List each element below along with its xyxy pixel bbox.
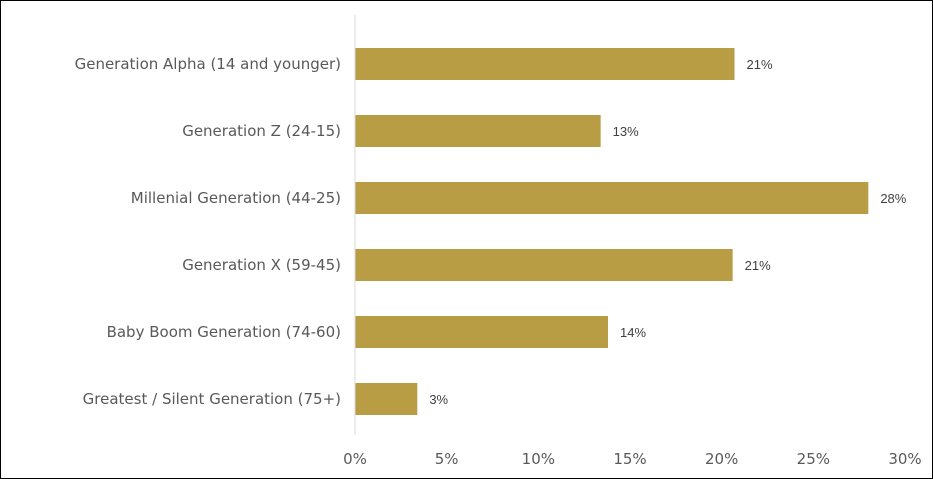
category-labels: Generation Alpha (14 and younger) Generat… [75,55,341,408]
data-label: 21% [747,57,773,72]
data-labels: 21% 13% 28% 21% 14% 3% [429,57,906,407]
category-label: Generation Z (24-15) [182,122,341,140]
x-axis-tick-labels: 0% 5% 10% 15% 20% 25% 30% [343,450,922,468]
bar-generation-x-59-45 [355,249,733,281]
bar-millenial-generation-44-25 [355,182,869,214]
category-label: Millenial Generation (44-25) [131,189,341,207]
x-tick-label: 20% [705,450,738,468]
category-label: Generation Alpha (14 and younger) [75,55,341,73]
x-tick-label: 0% [343,450,367,468]
bar-greatest-silent-generation-75 [355,383,418,415]
x-tick-label: 25% [797,450,830,468]
data-label: 13% [613,124,639,139]
category-label: Baby Boom Generation (74-60) [107,323,341,341]
bars [355,48,869,415]
bar-generation-z-24-15 [355,115,601,147]
category-label: Greatest / Silent Generation (75+) [83,390,341,408]
data-label: 14% [620,325,646,340]
data-label: 3% [429,392,448,407]
x-tick-label: 5% [435,450,459,468]
data-label: 21% [745,258,771,273]
x-tick-label: 15% [613,450,646,468]
x-tick-label: 10% [522,450,555,468]
data-label: 28% [880,191,906,206]
bar-baby-boom-generation-74-60 [355,316,608,348]
category-label: Generation X (59-45) [182,256,341,274]
bar-generation-alpha-14-and-younger [355,48,735,80]
x-tick-label: 30% [888,450,921,468]
